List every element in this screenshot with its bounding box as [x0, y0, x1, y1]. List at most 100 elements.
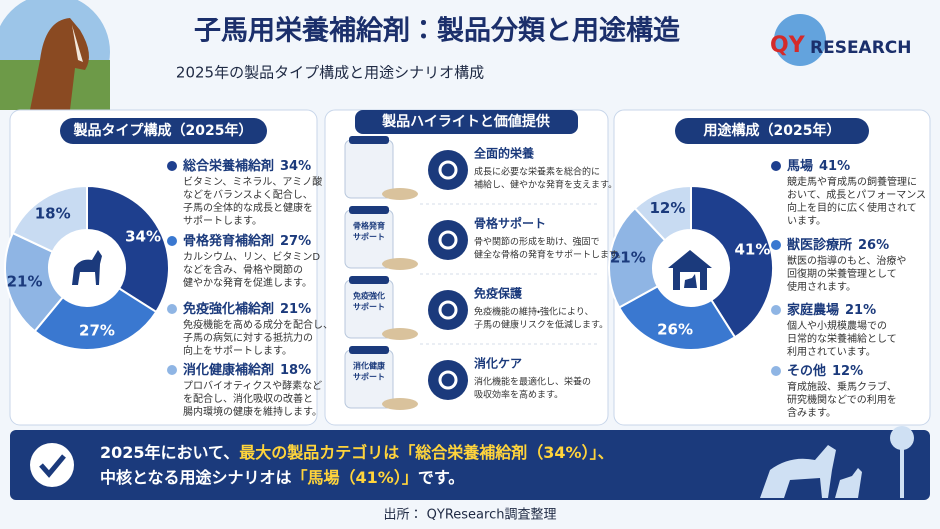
legend-description: 免疫機能を高める成分を配合し、 [183, 318, 333, 331]
legend-name: 消化健康補給剤 [183, 362, 274, 378]
legend-description: 育成施設、乗馬クラブ、 [787, 380, 897, 393]
feature-icon-inner [438, 300, 458, 320]
donut-slice [617, 284, 737, 351]
legend-name: 獣医診療所 [787, 237, 852, 253]
legend-description: サポートします。 [183, 215, 262, 227]
product-powder [382, 188, 418, 200]
slice-label: 21% [610, 248, 646, 266]
legend-description: 獣医の指導のもと、治療や [787, 254, 906, 267]
feature-title: 骨格サポート [474, 216, 546, 231]
donut-slice [33, 286, 158, 351]
package-label: サポート [353, 302, 385, 312]
legend-entry: 総合栄養補給剤 34% [182, 158, 311, 174]
subtitle: 2025年の製品タイプ構成と用途シナリオ構成 [176, 64, 484, 82]
logo-qy: QY [770, 33, 806, 58]
package-lid [349, 346, 389, 354]
legend-description: 使用されます。 [787, 280, 856, 293]
panel-title: 製品ハイライトと価値提供 [381, 113, 550, 130]
slice-label: 21% [7, 272, 43, 290]
donut-slice [11, 184, 88, 254]
legend-description: 回復期の栄養管理として [787, 267, 897, 280]
feature-description: 消化機能を最適化し、栄養の [474, 376, 591, 388]
conclusion-highlight: 「馬場（41%）」 [292, 468, 418, 487]
slice-label: 41% [735, 241, 771, 259]
package-label: 骨格発育 [353, 221, 385, 231]
conclusion-highlight: 最大の製品カテゴリは「総合栄養補給剤（34%）」、 [239, 443, 613, 462]
conclusion-text: です。 [418, 468, 464, 487]
legend-description: プロバイオティクスや酵素など [183, 379, 322, 392]
legend-value: 34% [280, 159, 311, 174]
legend-value: 12% [832, 364, 863, 379]
slice-label: 34% [125, 228, 161, 246]
package-lid [349, 206, 389, 214]
slice-label: 27% [79, 322, 115, 340]
title: 子馬用栄養補給剤：製品分類と用途構造 [194, 15, 680, 47]
legend-description: 日常的な栄養補給として [787, 332, 897, 345]
legend-entry: 消化健康補給剤 18% [183, 362, 311, 378]
horse-icon [50, 231, 124, 305]
legend-bullet [167, 161, 177, 171]
legend-value: 26% [858, 238, 889, 253]
donut-slice [633, 184, 692, 242]
legend-description: 子馬の病気に対する抵抗力の [183, 331, 313, 344]
check-mark [39, 454, 66, 478]
logo: QY RESEARCH [770, 14, 912, 66]
legend-entry: 家庭農場 21% [787, 302, 876, 318]
feature-icon [428, 360, 468, 400]
conclusion-text: 中核となる用途シナリオは [100, 468, 292, 487]
slice-label: 12% [649, 199, 685, 217]
legend-bullet [771, 161, 781, 171]
legend-entry: 獣医診療所 26% [787, 237, 889, 253]
legend-name: 馬場 [787, 158, 813, 174]
legend-value: 21% [845, 303, 876, 318]
feature-description: 免疫機能の維持・強化により、 [474, 306, 594, 318]
horse-photo [0, 0, 110, 110]
legend-bullet [771, 366, 781, 376]
legend-bullet [167, 365, 177, 375]
legend-name: 免疫強化補給剤 [182, 301, 274, 317]
package-label: サポート [353, 232, 385, 242]
legend-entry: その他 12% [787, 363, 863, 379]
package-label: サポート [353, 372, 385, 382]
product-powder [382, 258, 418, 270]
legend-entry: 馬場 41% [787, 158, 850, 174]
legend-bullet [167, 236, 177, 246]
slice-label: 18% [35, 204, 71, 222]
legend-description: 腸内環境の健康を維持します。 [183, 405, 322, 418]
legend-description: 競走馬や育成馬の飼養管理に [787, 175, 917, 188]
legend-bullet [771, 305, 781, 315]
package-label: 消化健康 [353, 361, 385, 371]
legend-description: などを含み、骨格や関節の [183, 263, 303, 276]
feature-icon [428, 220, 468, 260]
logo-research: RESEARCH [810, 38, 912, 58]
panel-header [355, 110, 578, 134]
barn-icon [653, 231, 727, 305]
legend-description: 研究機関などでの利用を [787, 393, 897, 406]
legend-name: 家庭農場 [787, 302, 839, 318]
conclusion-banner [10, 430, 930, 500]
check-icon [30, 443, 74, 487]
feature-title: 全面的栄養 [474, 146, 534, 161]
feature-title: 免疫保護 [473, 286, 523, 301]
slice-label: 26% [657, 320, 693, 338]
product-powder [382, 398, 418, 410]
conclusion-line: 中核となる用途シナリオは「馬場（41%）」です。 [100, 468, 464, 487]
legend-description: います。 [787, 215, 826, 227]
feature-icon-inner [438, 230, 458, 250]
legend-description: おいて、成長とパフォーマンス [787, 189, 926, 201]
feature-icon-inner [438, 160, 458, 180]
highlights: 全面的栄養成長に必要な栄養素を総合的に補給し、健やかな発育を支えます。骨格発育サ… [344, 136, 626, 410]
feature-icon [428, 150, 468, 190]
charts: 34%総合栄養補給剤 34%ビタミン、ミネラル、アミノ酸などをバランスよく配合し、… [4, 158, 926, 419]
feature-description: 補給し、健やかな発育を支えます。 [474, 179, 617, 191]
legend-bullet [771, 240, 781, 250]
feature-description: 成長に必要な栄養素を総合的に [474, 166, 600, 178]
legend-value: 21% [280, 302, 311, 317]
legend-description: 向上をサポートします。 [183, 344, 292, 357]
legend-description: を配合し、消化吸収の改善と [183, 392, 313, 405]
legend-description: 健やかな発育を促進します。 [183, 276, 312, 289]
legend-value: 18% [280, 363, 311, 378]
donut-slice [86, 184, 170, 314]
